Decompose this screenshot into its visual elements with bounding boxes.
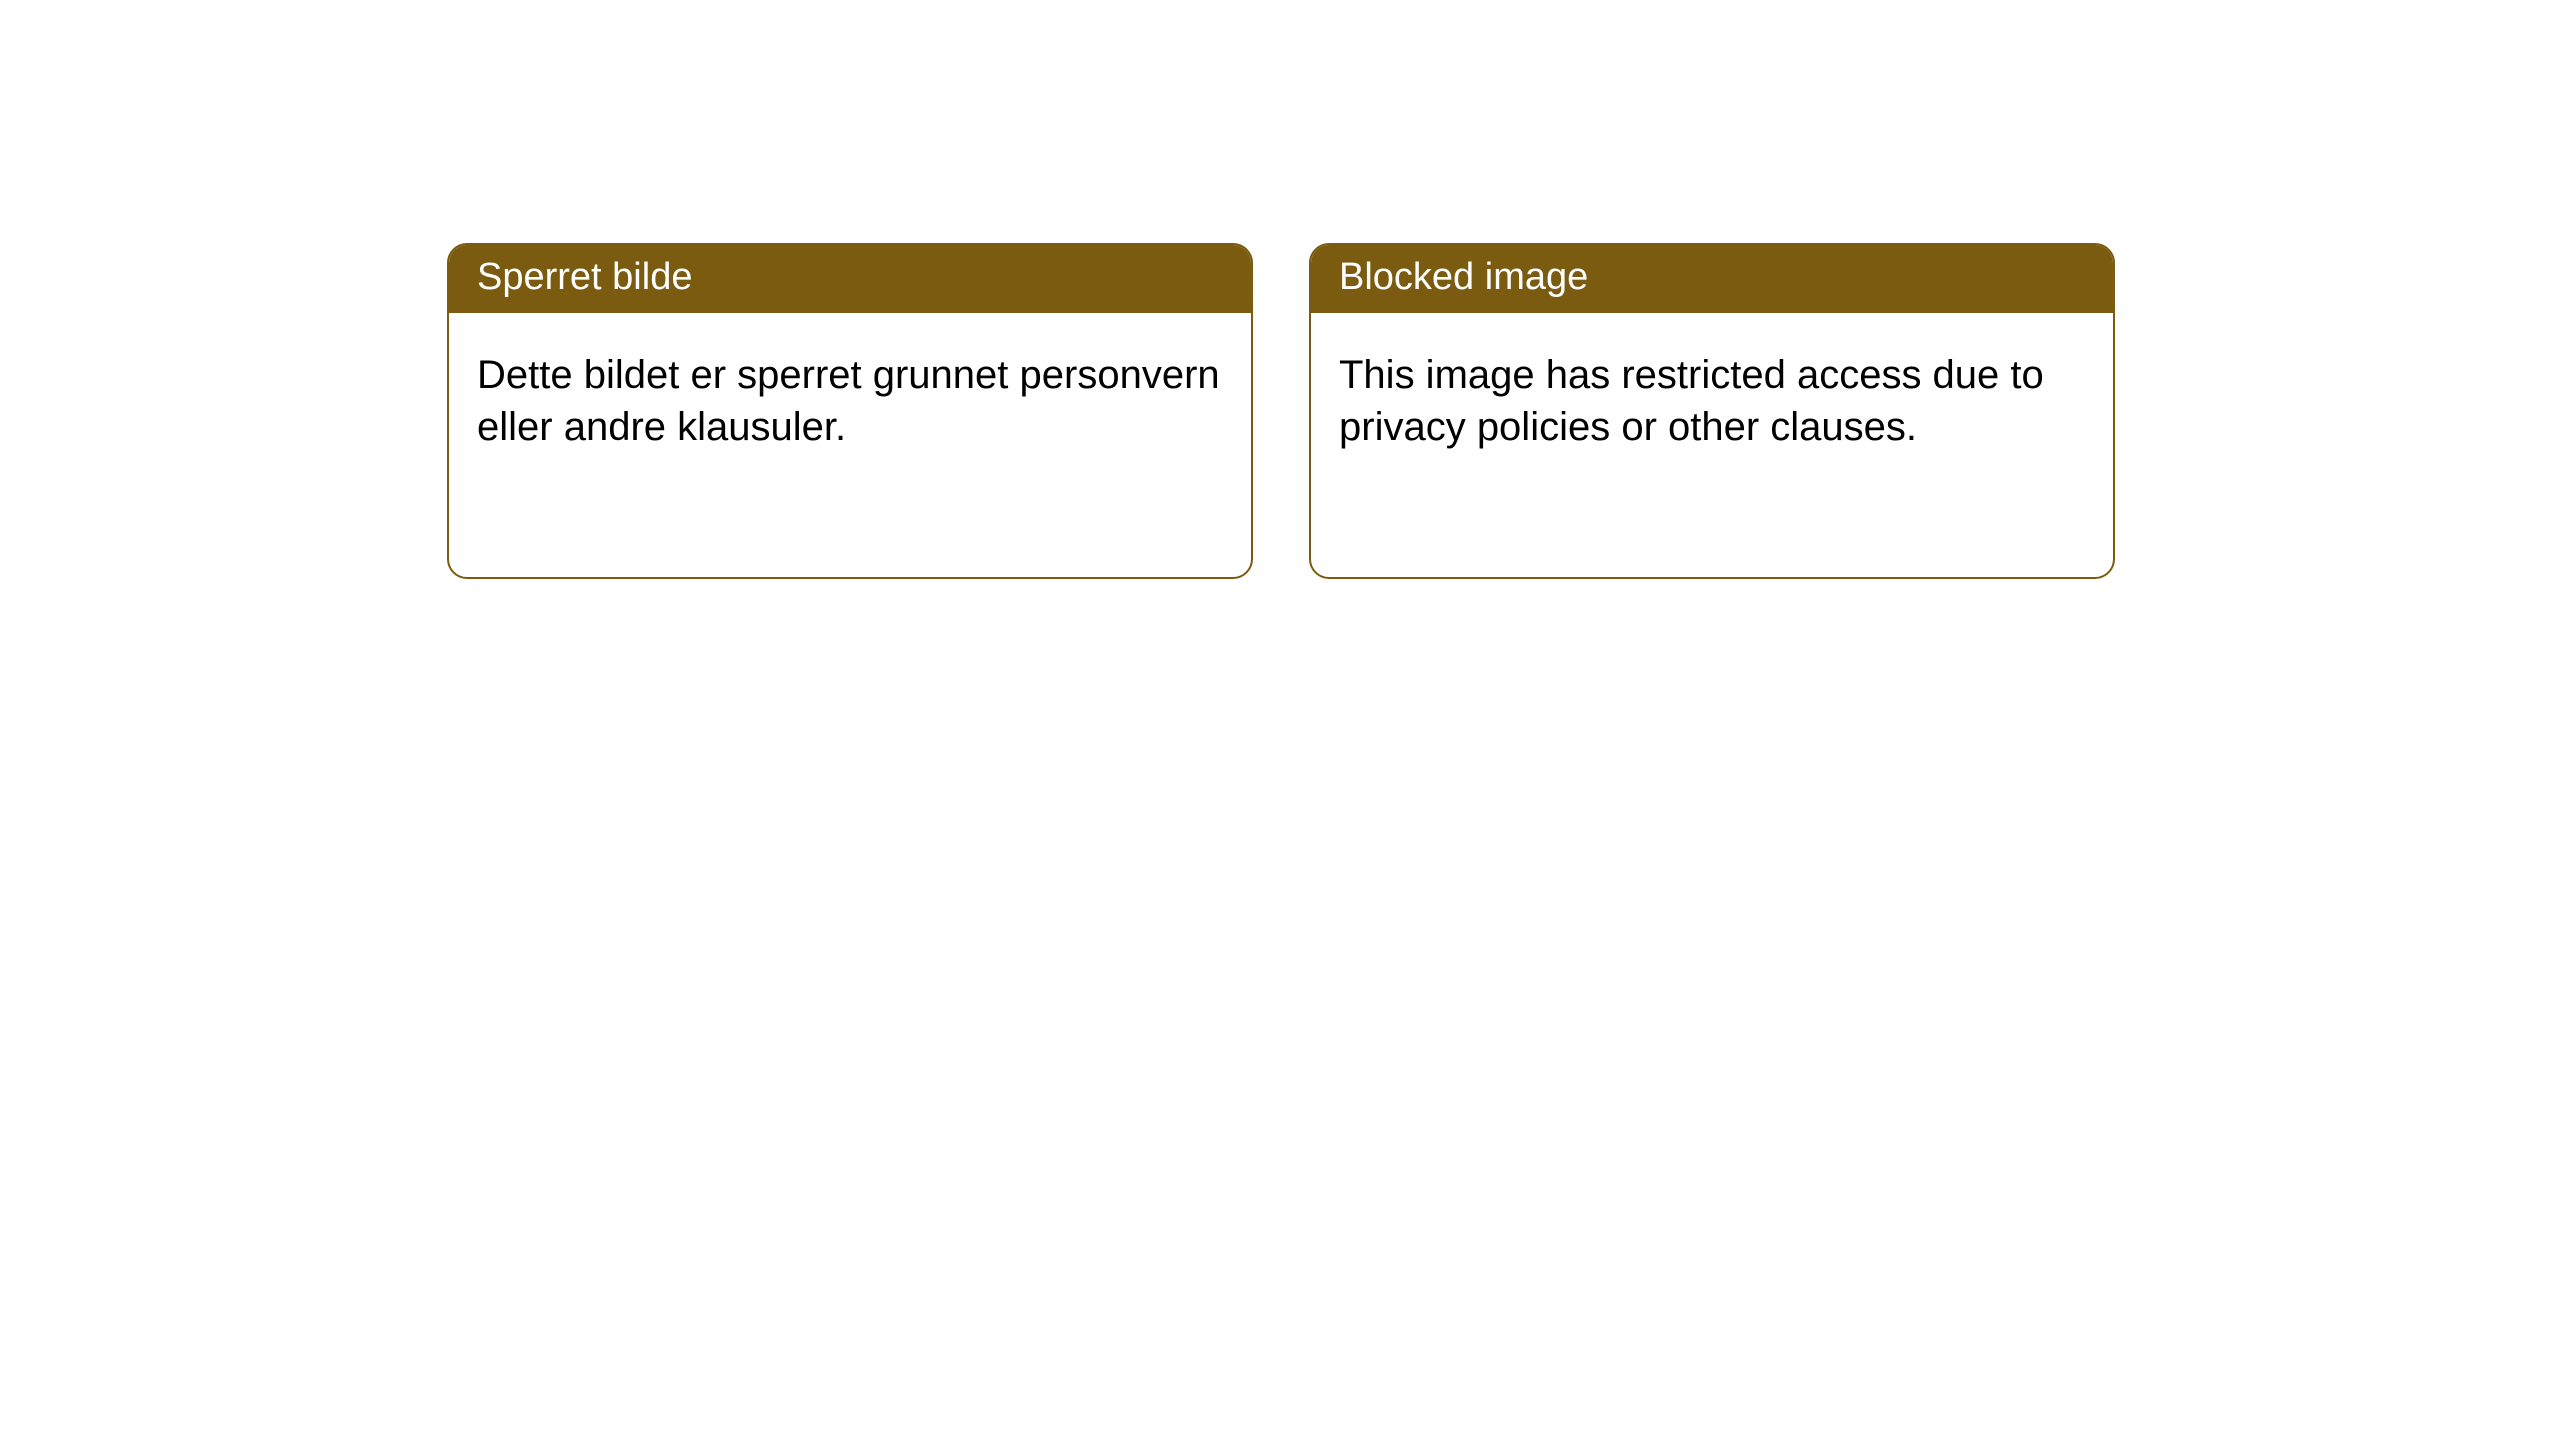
blocked-image-card-en: Blocked image This image has restricted …: [1309, 243, 2115, 579]
card-header-no: Sperret bilde: [449, 245, 1251, 313]
blocked-image-card-no: Sperret bilde Dette bildet er sperret gr…: [447, 243, 1253, 579]
card-body-no: Dette bildet er sperret grunnet personve…: [449, 313, 1251, 489]
card-body-en: This image has restricted access due to …: [1311, 313, 2113, 489]
card-header-en: Blocked image: [1311, 245, 2113, 313]
cards-container: Sperret bilde Dette bildet er sperret gr…: [0, 0, 2560, 579]
